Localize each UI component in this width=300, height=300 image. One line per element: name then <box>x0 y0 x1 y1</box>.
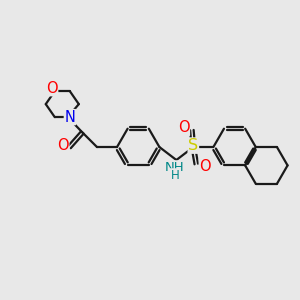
Text: S: S <box>188 138 198 153</box>
Text: H: H <box>170 169 179 182</box>
Text: O: O <box>46 81 58 96</box>
Text: N: N <box>64 110 75 124</box>
Text: NH: NH <box>165 161 185 174</box>
Text: O: O <box>178 120 189 135</box>
Text: O: O <box>57 138 69 153</box>
Text: O: O <box>199 159 211 174</box>
